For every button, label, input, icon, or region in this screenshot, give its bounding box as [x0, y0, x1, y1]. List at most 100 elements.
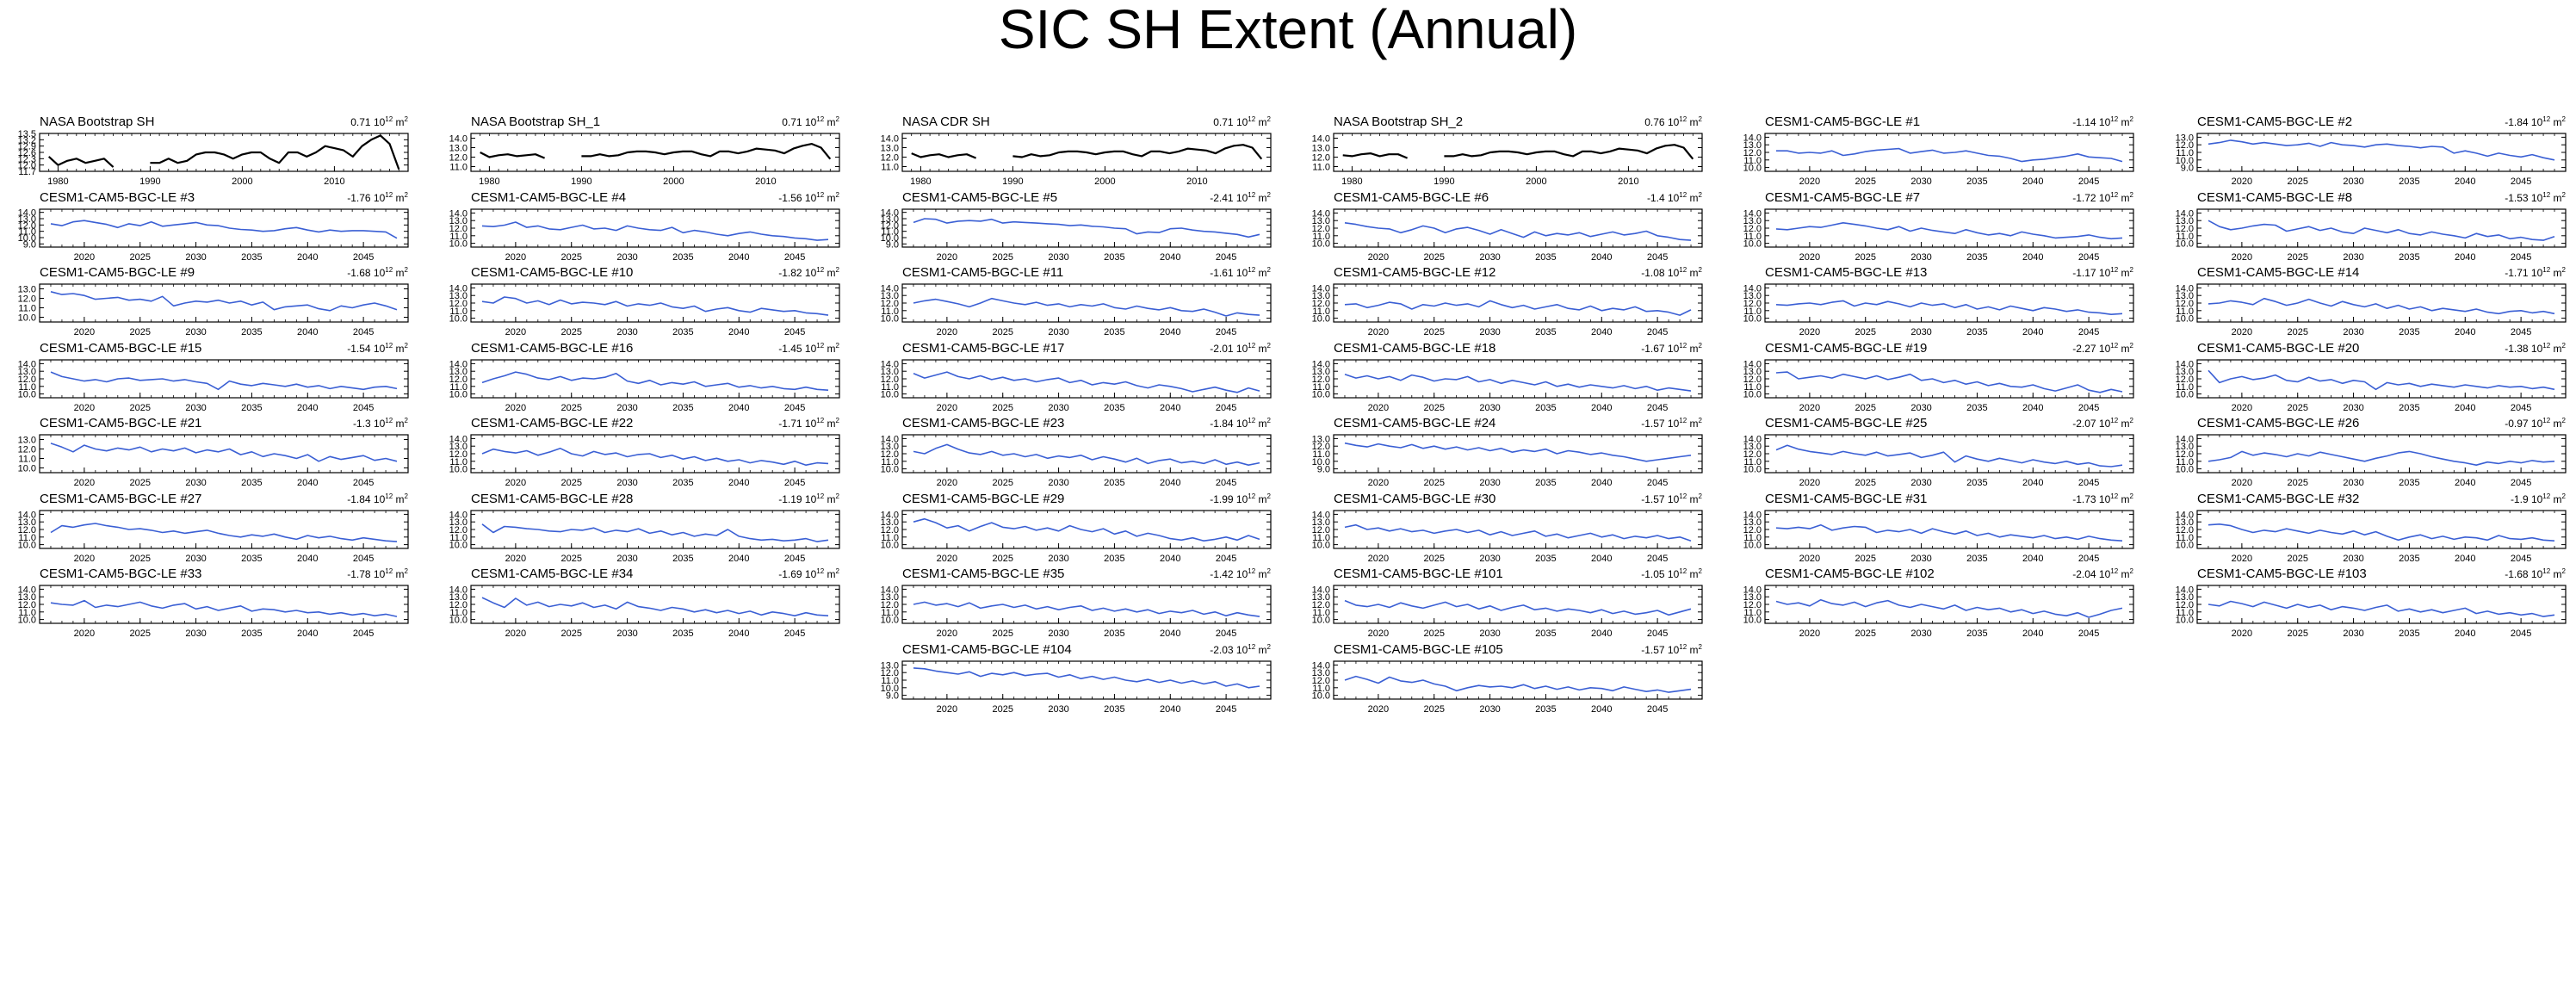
y-tick-label: 11.0: [881, 676, 899, 686]
y-tick-label: 11.0: [2176, 232, 2194, 242]
panel-title: CESM1-CAM5-BGC-LE #30: [1334, 492, 1495, 506]
x-tick-label: 2030: [1479, 704, 1500, 715]
x-tick-label: 2020: [2232, 628, 2252, 639]
panel-frame: [470, 208, 840, 248]
y-tick-label: 13.0: [2176, 133, 2194, 143]
x-tick-label: 2025: [129, 478, 150, 488]
panel-title: CESM1-CAM5-BGC-LE #13: [1765, 265, 1927, 280]
x-tick-label: 2040: [2022, 628, 2043, 639]
x-tick-label: 1990: [1002, 176, 1023, 187]
x-tick-label: 2020: [74, 628, 95, 639]
y-tick-label: 13.0: [1312, 434, 1330, 444]
x-tick-label: 2040: [1160, 403, 1180, 413]
y-tick-label: 10.0: [449, 239, 468, 250]
series-line: [2208, 139, 2555, 161]
y-tick-label: 11.0: [2176, 457, 2194, 467]
x-tick-label: 2035: [1535, 478, 1556, 488]
x-tick-label: 2045: [2511, 478, 2531, 488]
series-line: [50, 291, 398, 312]
x-tick-label: 2020: [1799, 478, 1820, 488]
y-tick-label: 13.0: [881, 367, 899, 377]
panel-title: CESM1-CAM5-BGC-LE #104: [902, 642, 1072, 657]
y-tick-label: 14.0: [449, 359, 468, 369]
x-tick-label: 2020: [1368, 628, 1389, 639]
y-tick-label: 11.0: [18, 608, 36, 618]
x-tick-label: 2045: [1647, 403, 1668, 413]
y-tick-label: 12.0: [881, 449, 899, 460]
series-line: [50, 523, 398, 542]
y-tick-label: 11.0: [1312, 449, 1330, 460]
series-line: [1775, 371, 2123, 393]
y-tick-label: 12.9: [18, 142, 36, 152]
y-tick-label: 11.0: [2176, 533, 2194, 543]
y-tick-label: 12.0: [1743, 299, 1762, 309]
panel-frame: [901, 585, 1272, 624]
x-tick-label: 2025: [560, 403, 581, 413]
x-tick-label: 2020: [1368, 327, 1389, 337]
y-tick-label: 10.0: [18, 233, 36, 244]
y-tick-label: 13.0: [1743, 291, 1762, 301]
y-tick-label: 13.0: [449, 592, 468, 603]
y-tick-label: 13.0: [2176, 517, 2194, 528]
panel-trend-label: -2.04 1012 m2: [2072, 567, 2133, 580]
series-line: [913, 443, 1260, 467]
x-tick-label: 2030: [1048, 252, 1068, 263]
y-tick-label: 14.0: [881, 585, 899, 595]
x-tick-label: 2020: [2232, 403, 2252, 413]
y-tick-label: 11.0: [1743, 382, 1762, 393]
x-tick-label: 2040: [2455, 176, 2475, 187]
x-tick-label: 2025: [2287, 403, 2307, 413]
y-tick-label: 14.0: [881, 359, 899, 369]
panel-title: CESM1-CAM5-BGC-LE #20: [2197, 341, 2359, 356]
y-tick-label: 12.0: [1743, 525, 1762, 536]
x-tick-label: 2035: [672, 327, 693, 337]
x-tick-label: 2040: [297, 554, 318, 564]
x-tick-label: 2030: [1910, 478, 1931, 488]
y-tick-label: 13.0: [1312, 517, 1330, 528]
y-tick-label: 13.0: [881, 442, 899, 452]
y-tick-label: 14.0: [2176, 434, 2194, 444]
x-tick-label: 2025: [1855, 478, 1875, 488]
panel-title: CESM1-CAM5-BGC-LE #33: [40, 567, 201, 581]
x-tick-label: 2020: [74, 252, 95, 263]
series-line: [1344, 442, 1692, 462]
panel-frame: [1333, 585, 1703, 624]
panel-6: CESM1-CAM5-BGC-LE #2 -1.84 1012 m2 13.012.…: [2176, 115, 2567, 187]
panel-trend-label: -2.01 1012 m2: [1210, 342, 1271, 355]
x-tick-label: 2020: [505, 628, 526, 639]
panel-frame: [39, 434, 409, 474]
y-tick-label: 12.0: [1312, 224, 1330, 234]
x-tick-label: 2025: [1855, 403, 1875, 413]
x-tick-label: 2030: [185, 478, 206, 488]
panel-frame: [1333, 359, 1703, 399]
panel-frame: [1333, 660, 1703, 700]
x-tick-label: 2035: [1535, 327, 1556, 337]
x-tick-label: 2035: [2399, 252, 2419, 263]
y-tick-label: 13.0: [881, 214, 899, 225]
x-tick-label: 2020: [937, 704, 957, 715]
x-tick-label: 2025: [2287, 176, 2307, 187]
panel-35: CESM1-CAM5-BGC-LE #31 -1.73 1012 m2 14.013…: [1743, 492, 2134, 564]
series-line: [581, 143, 832, 160]
x-tick-label: 2040: [1591, 403, 1612, 413]
panel-trend-label: -1.84 1012 m2: [2505, 115, 2566, 128]
y-tick-label: 13.0: [449, 291, 468, 301]
panel-trend-label: -1.19 1012 m2: [778, 492, 839, 505]
panel-title: CESM1-CAM5-BGC-LE #28: [471, 492, 633, 506]
y-tick-label: 14.0: [881, 208, 899, 219]
y-tick-label: 12.0: [881, 668, 899, 678]
y-tick-label: 10.0: [1743, 390, 1762, 400]
x-tick-label: 2025: [1855, 554, 1875, 564]
y-tick-label: 10.0: [449, 390, 468, 400]
panel-19: CESM1-CAM5-BGC-LE #15 -1.54 1012 m2 14.013…: [18, 341, 409, 413]
y-tick-label: 10.0: [18, 616, 36, 626]
y-tick-label: 10.0: [1312, 457, 1330, 467]
x-tick-label: 2045: [1647, 704, 1668, 715]
x-tick-label: 2040: [297, 478, 318, 488]
panel-trend-label: -1.08 1012 m2: [1641, 266, 1702, 279]
series-line: [1775, 598, 2123, 618]
y-tick-label: 13.0: [1743, 592, 1762, 603]
y-tick-label: 9.0: [1317, 465, 1330, 475]
panel-5: CESM1-CAM5-BGC-LE #1 -1.14 1012 m2 14.013.…: [1743, 115, 2134, 187]
